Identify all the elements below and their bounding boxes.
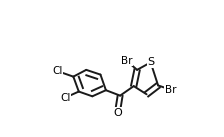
Text: Cl: Cl [53,66,63,76]
Text: O: O [113,108,122,118]
Text: Br: Br [121,56,133,66]
Text: Cl: Cl [60,93,70,103]
Text: Br: Br [165,85,176,95]
Text: S: S [147,57,154,67]
